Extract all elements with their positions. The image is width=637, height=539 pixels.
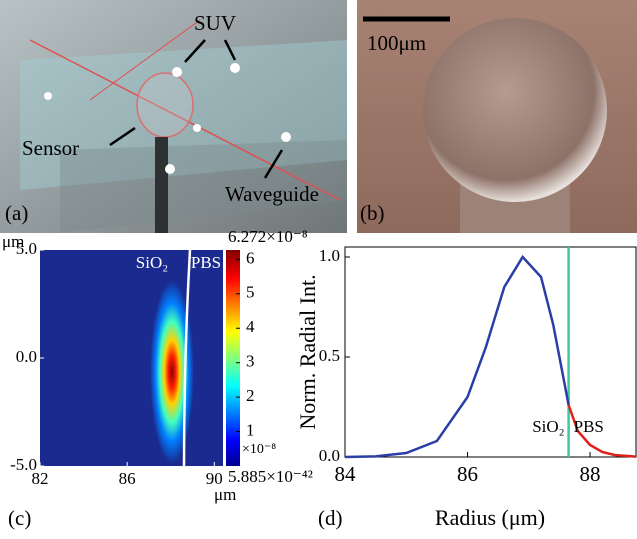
panel-b: 100μm (b)	[357, 0, 637, 233]
x-axis-label: Radius (μm)	[435, 505, 545, 530]
region-label: PBS	[191, 253, 221, 272]
region-label: SiO₂	[136, 253, 168, 272]
y-axis-label: Norm. Radial Int.	[295, 274, 320, 429]
scale-label: 100μm	[367, 31, 426, 55]
heatmap-background	[40, 250, 223, 466]
colorbar-min-label: 5.885×10⁻⁴²	[228, 467, 313, 486]
colorbar-max-label: 6.272×10⁻⁸	[228, 227, 308, 246]
panel-label: (b)	[360, 201, 385, 225]
figure: SUV Sensor Waveguide (a) 100μm (b) 82869…	[0, 0, 637, 539]
panel-a: SUV Sensor Waveguide (a)	[0, 0, 347, 233]
x-axis-label: μm	[214, 485, 236, 504]
x-tick-label: 86	[457, 462, 478, 486]
x-tick-label: 86	[119, 469, 136, 488]
microsphere	[423, 18, 607, 202]
colorbar-tick-label: 5	[246, 283, 255, 302]
sensor-label: Sensor	[22, 136, 79, 160]
suv-label: SUV	[194, 11, 236, 35]
sensor-sphere	[137, 73, 193, 137]
panel-label: (c)	[8, 506, 31, 530]
panel-label: (d)	[318, 506, 343, 530]
stem	[155, 137, 168, 233]
x-tick-label: 88	[580, 462, 601, 486]
y-tick-label: 0.0	[319, 446, 340, 465]
y-tick-label: 1.0	[319, 246, 340, 265]
waveguide-label: Waveguide	[225, 182, 319, 206]
colorbar	[226, 250, 240, 466]
colorbar-tick-label: 3	[246, 352, 255, 371]
y-tick-label: 0.5	[319, 346, 340, 365]
series-label: PBS	[574, 417, 604, 436]
colorbar-unit-label: ×10⁻⁸	[242, 442, 276, 457]
x-tick-label: 84	[335, 462, 357, 486]
colorbar-tick-label: 6	[246, 248, 255, 267]
colorbar-tick-label: 2	[246, 386, 255, 405]
colorbar-tick-label: 4	[246, 317, 255, 336]
series-label: SiO₂	[532, 417, 564, 436]
colorbar-tick-label: 1	[246, 420, 255, 439]
panel-label: (a)	[5, 201, 28, 225]
y-tick-label: 0.0	[16, 347, 37, 366]
y-axis-label: μm	[2, 232, 24, 251]
y-tick-label: -5.0	[10, 455, 37, 474]
